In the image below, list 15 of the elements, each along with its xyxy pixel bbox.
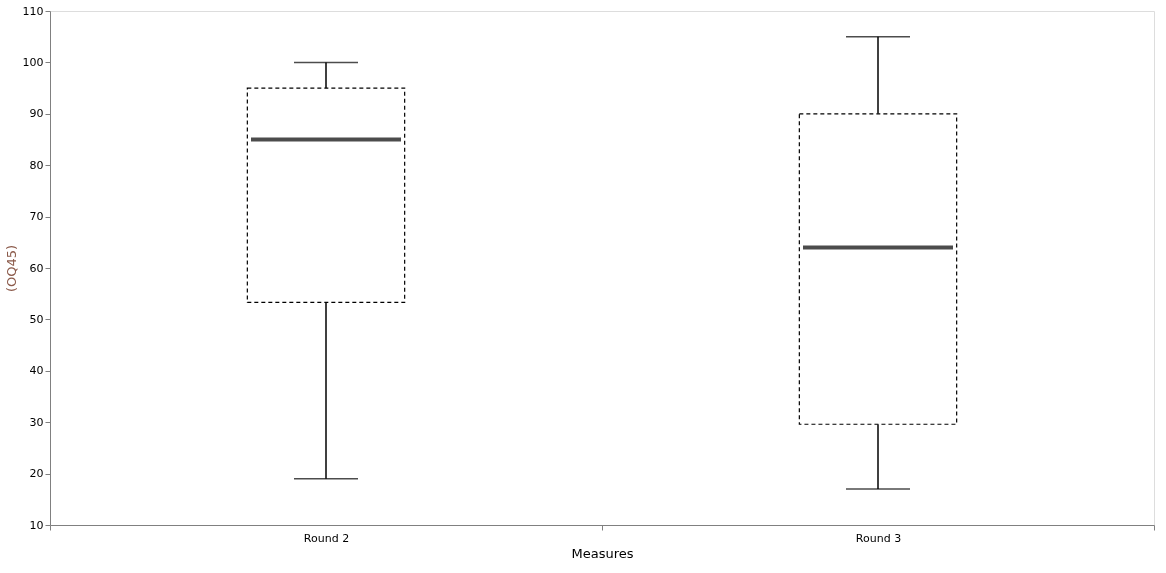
y-tick-label: 100	[22, 55, 44, 69]
y-tick-label: 110	[22, 4, 44, 18]
y-tick-label: 80	[29, 158, 44, 172]
x-tick-label: Round 3	[855, 531, 902, 545]
y-tick-label: 70	[29, 210, 44, 224]
y-tick-label: 90	[29, 107, 44, 121]
y-tick-label: 60	[29, 261, 44, 275]
x-axis-title: Measures	[571, 545, 634, 561]
y-tick-label: 30	[29, 415, 44, 429]
y-tick-label: 40	[29, 364, 44, 378]
y-axis-title: (OQ45)	[3, 244, 19, 293]
y-tick-label: 50	[29, 312, 44, 326]
x-tick-label: Round 2	[303, 531, 350, 545]
y-tick-label: 20	[29, 467, 44, 481]
y-tick-label: 10	[29, 518, 44, 532]
